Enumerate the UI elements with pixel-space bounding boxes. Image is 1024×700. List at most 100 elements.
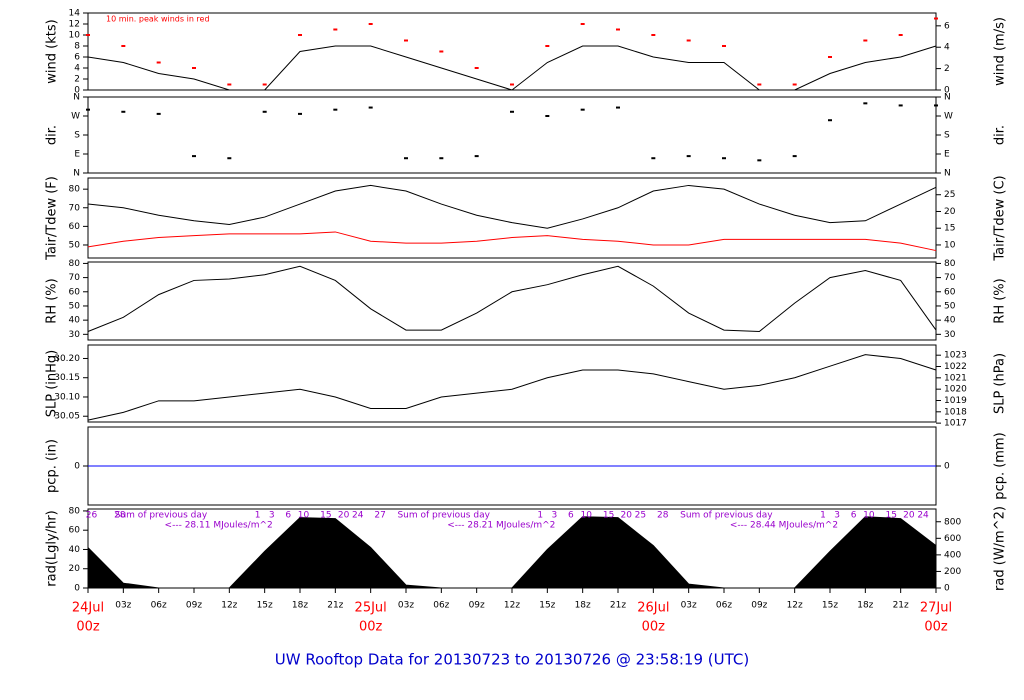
y-tick-label: 1021: [944, 373, 967, 383]
y2-axis-label: RH (%): [993, 278, 1008, 323]
x-tick-label: 15z: [257, 601, 273, 611]
daily-total: <--- 28.11 MJoules/m^2: [165, 521, 273, 531]
peak-mark: [934, 17, 938, 20]
peak-mark: [439, 50, 444, 53]
y-tick-label: 0: [74, 462, 80, 472]
x-tick-label: 00z: [76, 620, 100, 635]
x-tick-label: 18z: [575, 601, 591, 611]
point: [651, 157, 656, 160]
y-tick-label: 40: [69, 545, 81, 555]
annotation: 1: [820, 511, 826, 521]
y-tick-label: N: [944, 93, 951, 103]
peak-mark: [192, 67, 196, 69]
y-tick-label: 0: [944, 584, 950, 594]
peak-mark: [580, 23, 585, 25]
annotation: 10: [298, 511, 310, 521]
daily-total: <--- 28.44 MJoules/m^2: [730, 521, 838, 531]
panel-frame: [87, 344, 937, 423]
y-tick-label: 1018: [944, 407, 967, 417]
point: [156, 112, 161, 115]
annotation: 3: [552, 511, 558, 521]
y-tick-label: 12: [69, 20, 80, 30]
date-label: 24Jul: [72, 601, 104, 616]
y-tick-label: 0: [944, 462, 950, 472]
point: [863, 102, 868, 105]
date-label: 27Jul: [920, 601, 952, 616]
peak-mark: [298, 34, 302, 36]
point: [262, 110, 267, 113]
y-tick-label: 15: [944, 224, 955, 234]
annotation: 10: [863, 511, 875, 521]
annotation: 15: [603, 511, 614, 521]
x-tick-label: 06z: [151, 601, 167, 611]
x-tick-label: 03z: [115, 601, 131, 611]
x-tick-label: 00z: [359, 620, 383, 635]
x-tick-label: 06z: [716, 601, 732, 611]
annotation: 25: [635, 511, 646, 521]
y-axis-label: pcp. (in): [45, 439, 60, 493]
y-tick-label: 60: [69, 222, 81, 232]
y-tick-label: 20: [69, 564, 81, 574]
annotation: Sum of previous day: [397, 511, 490, 521]
y-tick-label: 50: [69, 301, 81, 311]
point: [298, 112, 302, 115]
annotation: 15: [320, 511, 331, 521]
annotation: 20: [621, 511, 633, 521]
point: [792, 155, 797, 158]
annotation: 3: [834, 511, 840, 521]
point: [404, 157, 408, 160]
y-tick-label: 30: [944, 330, 956, 340]
y2-axis-label: SLP (hPa): [993, 353, 1008, 414]
y-tick-label: 80: [69, 259, 81, 269]
annotation: 24: [352, 511, 364, 521]
y-tick-label: 1022: [944, 362, 967, 372]
annotation: 20: [338, 511, 350, 521]
daily-total: <--- 28.21 MJoules/m^2: [447, 521, 555, 531]
x-tick-label: 09z: [751, 601, 767, 611]
x-tick-label: 00z: [642, 620, 666, 635]
annotation: 20: [903, 511, 915, 521]
peak-mark: [898, 34, 903, 36]
point: [898, 104, 903, 107]
y-axis-label: SLP (inHg): [45, 350, 60, 418]
x-tick-label: 12z: [787, 601, 803, 611]
y-tick-label: 8: [74, 42, 80, 52]
y-tick-label: 30.05: [54, 412, 80, 422]
point: [828, 119, 832, 122]
line: [87, 265, 937, 332]
date-label: 25Jul: [355, 601, 387, 616]
point: [227, 157, 232, 160]
peak-mark: [86, 34, 90, 36]
x-tick-label: 21z: [893, 601, 909, 611]
annotation: 1: [255, 511, 261, 521]
annotation: 6: [851, 511, 857, 521]
point: [545, 115, 550, 117]
point: [757, 159, 762, 162]
y-axis-label: RH (%): [45, 278, 60, 323]
x-tick-label: 18z: [857, 601, 873, 611]
x-tick-label: 12z: [504, 601, 520, 611]
date-label: 26Jul: [637, 601, 669, 616]
annotation: 28: [114, 511, 126, 521]
annotation: 6: [285, 511, 291, 521]
y-tick-label: W: [944, 112, 953, 122]
peak-mark: [227, 83, 232, 86]
peak-mark: [474, 67, 479, 69]
y-tick-label: S: [944, 131, 950, 141]
y-axis-label: wind (kts): [45, 19, 60, 83]
y-tick-label: 1017: [944, 419, 967, 429]
y-tick-label: N: [73, 169, 80, 179]
line: [87, 184, 937, 229]
y-tick-label: 80: [69, 185, 81, 195]
y-tick-label: 60: [69, 287, 81, 297]
line: [87, 231, 937, 252]
y-tick-label: S: [74, 131, 80, 141]
y-tick-label: 0: [74, 86, 80, 96]
x-tick-label: 15z: [539, 601, 555, 611]
y-tick-label: 40: [69, 316, 81, 326]
annotation: 1: [537, 511, 543, 521]
y-tick-label: 20: [944, 207, 956, 217]
point: [121, 110, 126, 113]
peak-mark: [156, 61, 161, 64]
